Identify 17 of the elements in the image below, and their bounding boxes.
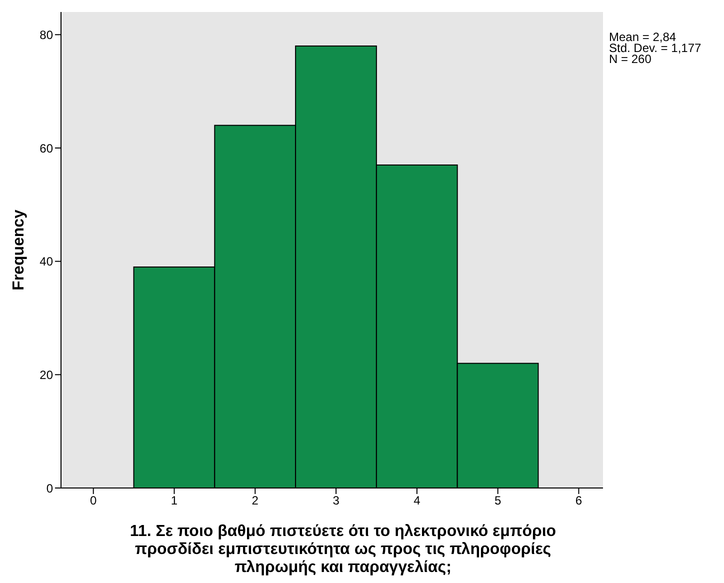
text: Mean = 2,84	[609, 30, 676, 44]
x-axis-title: 11. Σε ποιο βαθμό πιστεύετε ότι το ηλεκτρονικό εμπόριο προσδίδει εμπιστευτικότητα ως προς τις πληροφορίες πληρωμής και παραγγελίας;	[128, 523, 558, 577]
text: N = 260	[609, 52, 652, 66]
x-tick-label: 5	[494, 494, 502, 508]
text: Std. Dev. = 1,177	[609, 41, 702, 55]
x-tick-label: 0	[90, 494, 98, 508]
x-tick-label: 4	[414, 494, 421, 508]
x-tick-label: 3	[332, 494, 340, 508]
y-tick-label: 40	[40, 254, 54, 269]
x-tick-label: 2	[252, 494, 259, 508]
y-tick-label: 20	[40, 368, 54, 382]
y-tick-label: 80	[40, 28, 54, 42]
y-tick-label: 0	[46, 481, 54, 496]
y-tick-label: 60	[40, 141, 54, 156]
x-tick-label: 6	[575, 494, 582, 508]
y-axis-title: Frequency	[10, 209, 28, 290]
x-tick-label: 1	[170, 494, 178, 508]
